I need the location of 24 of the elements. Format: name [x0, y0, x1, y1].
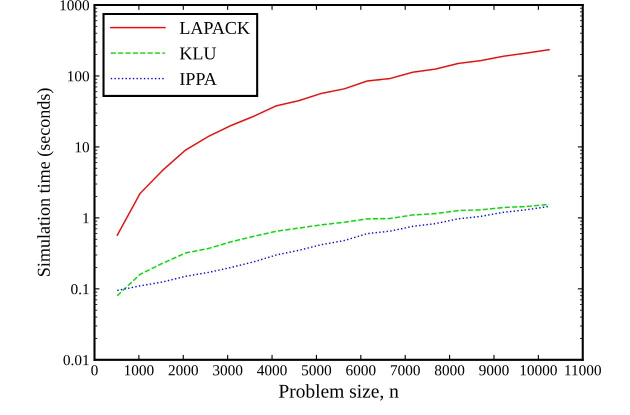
- x-tick-label: 5000: [302, 365, 332, 376]
- x-tick-label: 0: [91, 365, 98, 376]
- y-tick-label: 1: [83, 213, 89, 224]
- x-tick-label: 4000: [257, 365, 287, 376]
- x-tick-label: 11000: [565, 365, 601, 376]
- y-tick-label: 0.1: [71, 284, 89, 294]
- legend-label: KLU: [180, 48, 216, 60]
- x-tick-label: 8000: [434, 365, 464, 376]
- y-tick-label: 100: [68, 71, 90, 82]
- legend-label: LAPACK: [180, 22, 250, 34]
- x-tick-label: 1000: [124, 365, 154, 376]
- x-tick-label: 3000: [213, 365, 242, 376]
- y-axis-title: Simulation time (seconds): [37, 88, 54, 276]
- x-axis-title: Problem size, n: [278, 384, 399, 401]
- x-tick-label: 2000: [168, 365, 198, 376]
- legend-label: IPPA: [180, 72, 217, 85]
- y-tick-label: 0.01: [63, 354, 89, 366]
- x-tick-label: 10000: [520, 365, 557, 376]
- y-tick-label: 1000: [60, 0, 90, 10]
- y-tick-label: 10: [76, 142, 90, 152]
- line-series: [116, 48, 550, 236]
- x-tick-label: 6000: [346, 365, 376, 376]
- x-tick-label: 7000: [390, 365, 420, 376]
- x-tick-label: 9000: [479, 365, 509, 376]
